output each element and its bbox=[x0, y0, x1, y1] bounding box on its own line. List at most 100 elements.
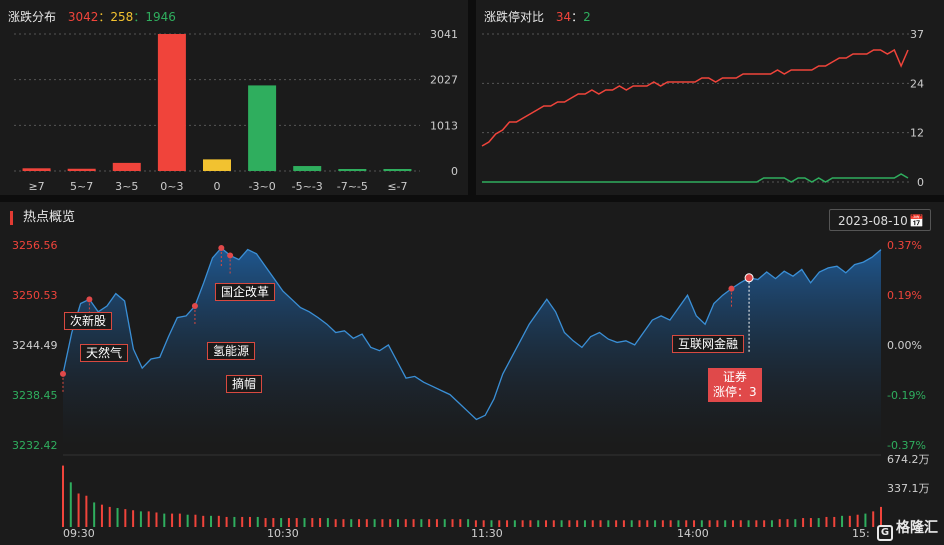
down-count: 1946 bbox=[145, 10, 176, 24]
volume-bar bbox=[731, 520, 734, 527]
volume-bar bbox=[85, 495, 88, 527]
series-line bbox=[482, 173, 909, 183]
distribution-panel: 涨跌分布 3042：258：1946 3041 2027 1013 0 ≥7 5~7 3~5… bbox=[0, 0, 468, 195]
volume-bar bbox=[809, 518, 812, 527]
event-marker bbox=[728, 285, 735, 292]
hot-tag[interactable]: 次新股 bbox=[64, 312, 113, 330]
volume-bar bbox=[467, 519, 470, 527]
x-tick-label: 11:30 bbox=[471, 527, 503, 540]
hot-tag[interactable]: 摘帽 bbox=[226, 375, 263, 393]
y-tick-label-left: 3250.53 bbox=[12, 289, 58, 302]
highlight-tag[interactable]: 证券 涨停：3 bbox=[708, 368, 762, 402]
index-line bbox=[62, 247, 882, 421]
volume-bar bbox=[521, 520, 524, 527]
volume-bar bbox=[747, 520, 750, 527]
y-tick-label-right: 0.19% bbox=[887, 289, 922, 302]
volume-bar bbox=[615, 520, 618, 527]
volume-bar bbox=[576, 520, 579, 527]
brand-logo-text: 格隆汇 bbox=[896, 520, 938, 536]
volume-bar bbox=[552, 520, 555, 527]
volume-bar bbox=[833, 516, 836, 527]
hot-tag[interactable]: 氢能源 bbox=[207, 342, 256, 360]
volume-bar bbox=[389, 519, 392, 527]
volume-bar bbox=[435, 519, 438, 527]
x-tick-label: 0~3 bbox=[160, 180, 183, 193]
hot-tag[interactable]: 国企改革 bbox=[215, 283, 276, 301]
index-area-chart: 3256.56 0.37% 3250.53 0.19% 3244.49 0.00% 3238… bbox=[12, 239, 930, 540]
volume-bar bbox=[724, 520, 727, 527]
volume-bar bbox=[708, 520, 711, 527]
volume-bar bbox=[326, 518, 329, 527]
y-tick-label-right: 0.00% bbox=[887, 339, 922, 352]
y-tick-label: 12 bbox=[910, 127, 924, 140]
brand-logo: G 格隆汇 bbox=[877, 517, 938, 541]
volume-bar bbox=[116, 508, 119, 527]
volume-bar bbox=[62, 465, 64, 527]
volume-bar bbox=[848, 515, 851, 527]
volume-bar bbox=[132, 510, 135, 527]
volume-bar bbox=[163, 513, 166, 527]
event-marker bbox=[218, 244, 225, 251]
calendar-icon[interactable]: 📅 bbox=[909, 214, 924, 228]
hot-tag[interactable]: 互联网金融 bbox=[672, 335, 745, 353]
hot-tag[interactable]: 天然气 bbox=[80, 344, 129, 362]
x-tick-label: 0 bbox=[214, 180, 221, 193]
volume-bar bbox=[443, 519, 446, 527]
hot-overview-panel: 热点概览 2023-08-10 📅 3256.56 0.37% 3250.53 0.1… bbox=[0, 202, 944, 545]
volume-bar bbox=[256, 516, 259, 527]
volume-bar bbox=[69, 482, 72, 527]
date-picker[interactable]: 2023-08-10 📅 bbox=[829, 209, 931, 231]
bar bbox=[338, 169, 367, 171]
x-tick-label: -5~-3 bbox=[292, 180, 323, 193]
bar bbox=[293, 166, 322, 171]
volume-bar bbox=[373, 519, 376, 527]
volume-bar bbox=[770, 520, 773, 527]
volume-bar bbox=[451, 519, 454, 527]
limit-up-count: 34 bbox=[555, 10, 572, 24]
distribution-bar-chart: 3041 2027 1013 0 ≥7 5~7 3~5 0~3 0 -3~0 -5~-3 -7~-5 ≤… bbox=[14, 28, 458, 193]
volume-bar bbox=[459, 519, 462, 527]
volume-bar bbox=[646, 520, 649, 527]
hot-overview-title: 热点概览 bbox=[10, 211, 75, 225]
separator: ： bbox=[98, 10, 111, 24]
y-tick-label-left: 3238.45 bbox=[12, 389, 58, 402]
volume-bar bbox=[381, 519, 384, 527]
volume-bar bbox=[841, 515, 844, 527]
bar bbox=[157, 34, 186, 171]
volume-bar bbox=[365, 519, 368, 527]
volume-bar bbox=[272, 518, 275, 527]
x-tick-label: -3~0 bbox=[249, 180, 276, 193]
volume-bar bbox=[677, 520, 680, 527]
volume-bar bbox=[778, 519, 781, 527]
x-tick-label: ≥7 bbox=[28, 180, 44, 193]
volume-bar bbox=[545, 520, 548, 527]
bar bbox=[248, 85, 277, 171]
volume-bar bbox=[186, 514, 189, 527]
y-tick-label: 0 bbox=[451, 165, 458, 178]
x-tick-label: ≤-7 bbox=[387, 180, 407, 193]
volume-bar bbox=[124, 509, 127, 527]
highlight-tag-name: 证券 bbox=[722, 370, 747, 384]
volume-bar bbox=[856, 514, 859, 527]
y-tick-label-left: 3256.56 bbox=[12, 239, 58, 252]
volume-bar bbox=[482, 520, 485, 527]
volume-bar bbox=[350, 519, 353, 527]
series-line bbox=[481, 48, 909, 147]
volume-bar bbox=[139, 511, 142, 527]
volume-bar bbox=[311, 518, 314, 527]
volume-bar bbox=[108, 506, 111, 527]
bar bbox=[383, 169, 412, 171]
volume-bar bbox=[490, 520, 493, 527]
volume-bar bbox=[506, 520, 509, 527]
limit-compare-panel: 涨跌停对比 34：2 37 24 12 0 bbox=[476, 0, 944, 195]
distribution-header: 涨跌分布 3042：258：1946 bbox=[8, 8, 176, 25]
volume-bar bbox=[864, 513, 867, 527]
volume-bar bbox=[763, 520, 766, 527]
volume-bar bbox=[513, 520, 516, 527]
y-tick-label-right: -0.19% bbox=[887, 389, 926, 402]
volume-bar bbox=[334, 519, 337, 527]
bar bbox=[22, 168, 51, 171]
volume-bar bbox=[287, 518, 290, 527]
separator: ： bbox=[133, 10, 146, 24]
limit-line-chart: 37 24 12 0 bbox=[481, 28, 924, 189]
